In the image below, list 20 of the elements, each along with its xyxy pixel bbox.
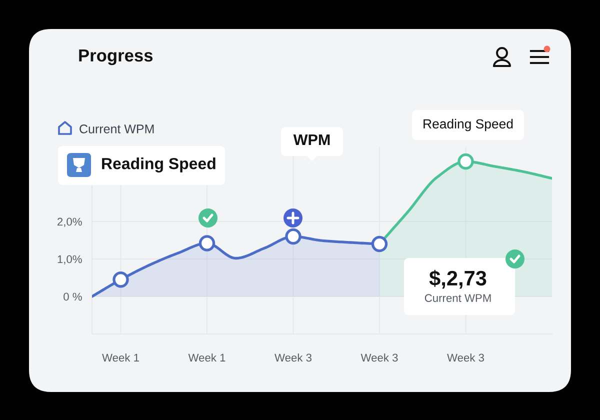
y-tick-label: 1,0% [58, 255, 82, 264]
x-tick-label: Week 1 [102, 353, 139, 362]
point [371, 236, 388, 252]
chart-title: Progress [79, 49, 153, 66]
text: Current WPM [80, 124, 154, 134]
point [198, 235, 216, 252]
y-tick-label: 0 % [64, 292, 82, 301]
y-tick-label: 2,0% [58, 218, 82, 227]
annotation: Current WPM [424, 294, 491, 302]
x-tick-label: Week 1 [188, 353, 226, 362]
annotation: Reading Speed [102, 158, 216, 172]
point [458, 153, 474, 170]
point [285, 228, 302, 245]
x-tick-label: Week 3 [447, 353, 484, 362]
text: WPM [293, 134, 330, 145]
annotation: $,2,73 [429, 270, 486, 289]
point [112, 272, 129, 288]
x-tick-label: Week 3 [274, 353, 312, 362]
x-tick-label: Week 3 [360, 353, 398, 362]
text: Reading Speed [424, 118, 513, 132]
